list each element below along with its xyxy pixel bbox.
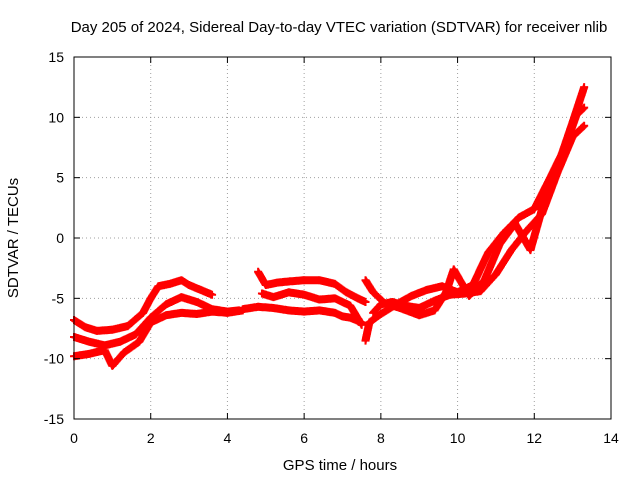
series-track-4 [238, 302, 366, 327]
interpolated-markers [362, 277, 377, 296]
y-tick-label: 5 [56, 170, 64, 186]
interpolated-markers [109, 349, 128, 369]
interpolated-markers [147, 301, 170, 321]
x-tick-label: 0 [70, 430, 78, 446]
series-track-8 [361, 103, 589, 345]
interpolated-markers [542, 153, 565, 199]
series-track-6 [257, 288, 366, 329]
interpolated-markers [135, 319, 155, 345]
y-tick-label: -10 [44, 351, 64, 367]
interpolated-markers [120, 338, 143, 356]
series-track-9 [361, 83, 589, 320]
interpolated-markers [516, 205, 538, 221]
x-tick-label: 10 [450, 430, 466, 446]
interpolated-markers [343, 288, 361, 302]
interpolated-markers [71, 316, 89, 331]
interpolated-markers [469, 249, 492, 288]
interpolated-markers [366, 310, 384, 326]
series-track-1 [70, 276, 217, 335]
chart-title: Day 205 of 2024, Sidereal Day-to-day VTE… [71, 19, 608, 36]
interpolated-markers [492, 247, 515, 278]
series-track-5 [254, 267, 370, 306]
y-tick-label: 0 [56, 230, 64, 246]
interpolated-markers [557, 119, 577, 159]
interpolated-markers [331, 280, 350, 296]
data-point [580, 121, 589, 130]
x-axis-label: GPS time / hours [283, 457, 397, 474]
interpolated-markers [431, 289, 450, 314]
data-point [357, 320, 366, 329]
series-track-3 [70, 306, 247, 370]
interpolated-markers [450, 266, 473, 299]
x-tick-label: 2 [147, 430, 155, 446]
x-tick-label: 4 [224, 430, 232, 446]
data-point [580, 83, 589, 92]
interpolated-markers [477, 271, 500, 295]
data-markers [70, 83, 589, 370]
interpolated-markers [569, 122, 588, 140]
interpolated-markers [254, 268, 270, 288]
data-point [208, 290, 217, 299]
x-tick-label: 12 [526, 430, 542, 446]
y-tick-label: 10 [48, 109, 64, 125]
x-tick-label: 8 [377, 430, 385, 446]
interpolated-markers [124, 309, 147, 330]
x-tick-label: 6 [300, 430, 308, 446]
y-tick-label: 15 [48, 49, 64, 65]
y-axis-label: SDTVAR / TECUs [5, 178, 22, 298]
interpolated-markers [370, 289, 388, 307]
interpolated-markers [147, 283, 162, 302]
interpolated-markers [139, 295, 155, 316]
interpolated-markers [569, 84, 588, 125]
interpolated-markers [346, 302, 366, 328]
interpolated-markers [480, 241, 504, 284]
x-tick-label: 14 [603, 430, 619, 446]
interpolated-markers [465, 277, 488, 300]
y-tick-label: -5 [52, 290, 65, 306]
data-point [361, 297, 370, 306]
axis-ticks: 0 2 4 6 8 10 12 14 -15 -10 -5 0 5 10 15 [44, 49, 619, 446]
interpolated-markers [526, 192, 550, 253]
y-tick-label: -15 [44, 411, 64, 427]
